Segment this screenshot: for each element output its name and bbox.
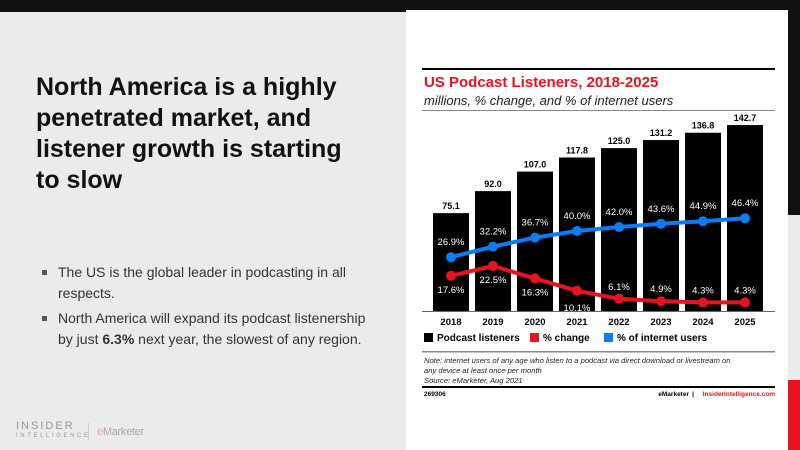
internet-users-point: [530, 232, 540, 243]
internet-users-point: [446, 252, 456, 263]
x-tick-label: 2021: [566, 317, 588, 328]
x-tick-label: 2024: [692, 317, 714, 328]
change-label: 10.1%: [564, 303, 591, 314]
change-point: [572, 285, 582, 296]
insider-intelligence-logo: INSIDER INTELLIGENCE: [16, 420, 91, 440]
bar-label: 136.8: [692, 121, 715, 131]
internet-users-point: [656, 218, 666, 229]
bar-label: 75.1: [442, 201, 460, 211]
change-label: 22.5%: [480, 275, 507, 286]
internet-users-point: [572, 226, 582, 236]
change-point: [488, 261, 498, 271]
internet-users-label: 43.6%: [648, 204, 675, 215]
bullet-text: next year, the slowest of any region.: [134, 331, 362, 347]
bar-label: 142.7: [734, 113, 757, 123]
emarketer-logo: eMarketer: [97, 426, 144, 438]
change-point: [446, 270, 456, 281]
change-point: [530, 273, 540, 284]
change-point: [656, 296, 666, 307]
x-tick-label: 2018: [440, 317, 461, 328]
change-label: 16.3%: [522, 287, 549, 298]
bullet-highlight: 6.3%: [102, 331, 135, 347]
slide-heading: North America is a highly penetrated mar…: [36, 73, 342, 194]
internet-users-point: [488, 241, 498, 252]
internet-users-label: 32.2%: [480, 227, 507, 238]
edge-strip: [788, 215, 800, 380]
bullet-list: The US is the global leader in podcastin…: [42, 262, 372, 354]
subtitle-rule: [422, 110, 775, 111]
internet-users-label: 46.4%: [732, 198, 759, 209]
internet-users-point: [740, 213, 750, 224]
internet-users-label: 42.0%: [606, 207, 633, 218]
change-line: [450, 264, 745, 305]
chart-subtitle: millions, % change, and % of internet us…: [424, 93, 674, 108]
change-label: 4.3%: [734, 285, 756, 296]
bullet-text: North America will expand its podcast li…: [58, 310, 366, 347]
bar-label: 107.0: [524, 160, 547, 170]
legend-swatch: [424, 333, 433, 342]
legend-swatch: [530, 333, 539, 342]
bar-label: 92.0: [484, 179, 502, 189]
bullet-item: North America will expand its podcast li…: [42, 308, 372, 350]
podcast-chart: US Podcast Listeners, 2018-2025 millions,…: [422, 68, 775, 398]
bar-label: 125.0: [608, 136, 631, 146]
chart-title: US Podcast Listeners, 2018-2025: [424, 74, 658, 91]
legend-label: % of internet users: [617, 333, 707, 344]
bottom-rule: [422, 386, 775, 388]
legend-label: Podcast listeners: [437, 333, 520, 344]
change-point: [740, 297, 750, 308]
x-tick-label: 2023: [650, 317, 671, 328]
bullet-icon: [42, 316, 47, 321]
brand-name: eMarketer: [658, 391, 689, 398]
x-tick-label: 2019: [482, 317, 503, 328]
x-tick-label: 2020: [524, 317, 545, 328]
internet-users-label: 26.9%: [438, 237, 465, 248]
x-tick-label: 2025: [734, 317, 756, 328]
x-tick-label: 2022: [608, 317, 629, 328]
bullet-icon: [42, 270, 47, 275]
internet-users-label: 40.0%: [564, 211, 591, 222]
bar-label: 131.2: [650, 128, 673, 138]
change-label: 17.6%: [438, 285, 465, 296]
bar-label: 117.8: [566, 146, 588, 156]
left-panel: [0, 12, 406, 450]
change-point: [698, 297, 708, 308]
note-rule: [422, 351, 775, 353]
legend-swatch: [604, 333, 613, 342]
change-label: 4.3%: [692, 285, 714, 296]
brand-separator: |: [692, 391, 694, 398]
brand-link: InsiderIntelligence.com: [703, 391, 775, 398]
internet-users-label: 36.7%: [522, 218, 549, 229]
chart-note: Note: internet users of any age who list…: [424, 356, 730, 365]
bullet-item: The US is the global leader in podcastin…: [42, 262, 372, 304]
legend-label: % change: [543, 333, 590, 344]
change-point: [614, 293, 624, 304]
top-rule: [422, 68, 775, 70]
internet-users-line: [450, 216, 746, 260]
change-label: 6.1%: [608, 282, 630, 293]
bullet-text: The US is the global leader in podcastin…: [58, 264, 346, 301]
change-label: 4.9%: [650, 284, 672, 295]
chart-id: 269306: [424, 391, 446, 398]
chart-source: Source: eMarketer, Aug 2021: [424, 376, 523, 385]
internet-users-point: [614, 222, 624, 232]
internet-users-point: [698, 216, 708, 227]
internet-users-label: 44.9%: [690, 201, 717, 212]
edge-accent: [788, 380, 800, 450]
chart-note: any device at least once per month: [424, 366, 542, 375]
logo-divider: [88, 423, 89, 440]
